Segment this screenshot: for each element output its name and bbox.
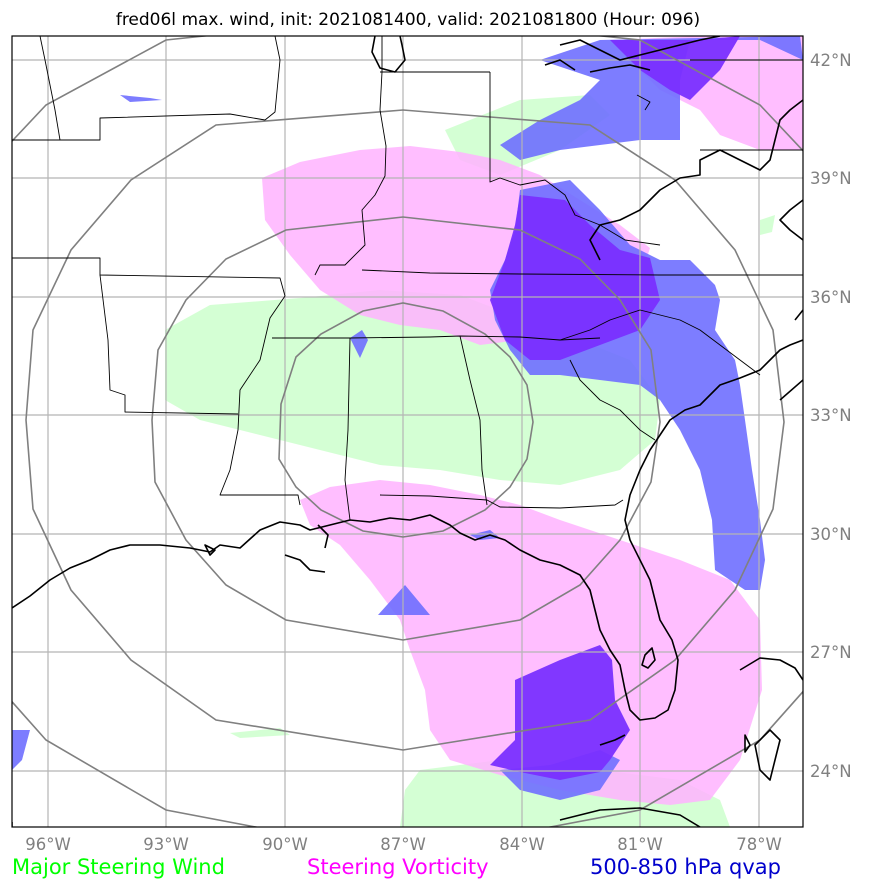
ring-4 — [12, 36, 803, 827]
ring-1 — [278, 302, 534, 538]
distance-rings — [12, 36, 803, 827]
lat-tick: 24°N — [810, 762, 852, 781]
lon-tick: 81°W — [617, 835, 663, 854]
legend-qvap: 500-850 hPa qvap — [590, 855, 781, 879]
legend: Major Steering Wind Steering Vorticity 5… — [12, 855, 781, 879]
coastlines — [12, 36, 803, 827]
legend-steering-vorticity: Steering Vorticity — [307, 855, 489, 879]
ring-3 — [25, 109, 785, 751]
map-frame — [11, 35, 804, 828]
lon-tick: 96°W — [25, 835, 71, 854]
state-borders — [12, 36, 803, 521]
ring-2 — [151, 216, 661, 641]
lat-tick: 42°N — [810, 51, 852, 70]
map-title: fred06l max. wind, init: 2021081400, val… — [116, 10, 700, 30]
lon-tick: 78°W — [736, 835, 782, 854]
lat-tick: 30°N — [810, 525, 852, 544]
lat-tick: 33°N — [810, 406, 852, 425]
longitude-ticks: 96°W 93°W 90°W 87°W 84°W 81°W 78°W — [25, 835, 782, 854]
latitude-ticks: 42°N 39°N 36°N 33°N 30°N 27°N 24°N — [810, 51, 852, 781]
graticule — [12, 36, 803, 827]
lon-tick: 93°W — [143, 835, 189, 854]
lat-tick: 39°N — [810, 169, 852, 188]
legend-steering-wind: Major Steering Wind — [12, 855, 225, 879]
lon-tick: 87°W — [380, 835, 426, 854]
lon-tick: 84°W — [499, 835, 545, 854]
lon-tick: 90°W — [262, 835, 308, 854]
map-area — [12, 36, 803, 827]
lat-tick: 27°N — [810, 643, 852, 662]
lat-tick: 36°N — [810, 288, 852, 307]
